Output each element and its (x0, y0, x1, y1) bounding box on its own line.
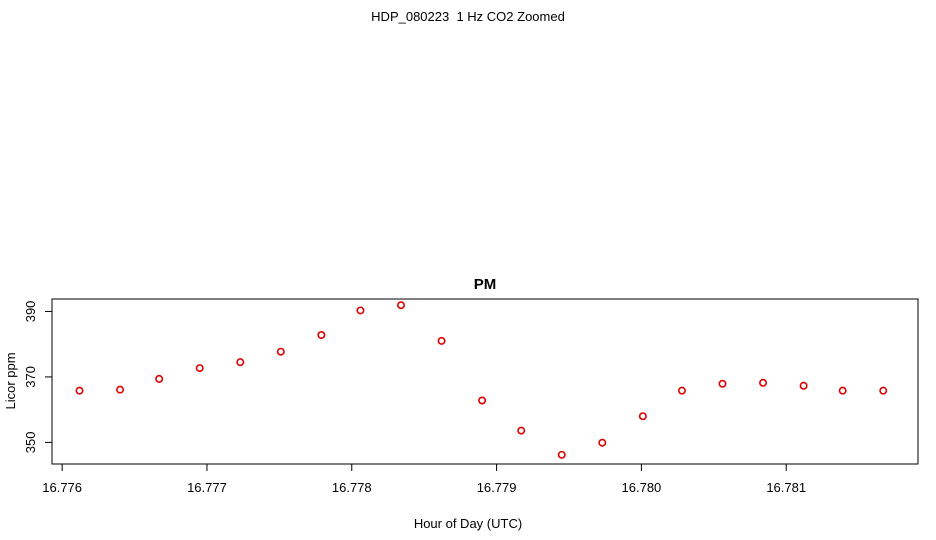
data-point (879, 386, 888, 395)
x-tick-label: 16.777 (187, 480, 227, 495)
x-tick-label: 16.781 (766, 480, 806, 495)
x-tick-label: 16.778 (332, 480, 372, 495)
x-tick-label: 16.776 (42, 480, 82, 495)
data-point (598, 438, 607, 447)
data-point (195, 364, 204, 373)
data-point (799, 381, 808, 390)
data-points (75, 301, 888, 459)
y-axis: 350 370 390 (23, 301, 53, 454)
page-title: HDP_080223 1 Hz CO2 Zoomed (371, 9, 565, 24)
x-tick-label: 16.780 (622, 480, 662, 495)
data-point (116, 385, 125, 394)
y-axis-title: Licor ppm (3, 352, 18, 409)
data-point (236, 358, 245, 367)
data-point (397, 301, 406, 310)
data-point (437, 336, 446, 345)
data-point (557, 450, 566, 459)
y-tick-label: 390 (23, 301, 38, 323)
data-point (677, 386, 686, 395)
data-point (356, 306, 365, 315)
x-tick-label: 16.779 (477, 480, 517, 495)
data-point (276, 347, 285, 356)
y-tick-label: 370 (23, 366, 38, 388)
data-point (759, 378, 768, 387)
data-point (517, 426, 526, 435)
data-point (317, 331, 326, 340)
chart-title: PM (474, 276, 497, 293)
data-point (75, 386, 84, 395)
data-point (478, 396, 487, 405)
x-axis: 16.776 16.777 16.778 16.779 16.780 16.781 (42, 463, 806, 495)
data-point (638, 412, 647, 421)
plot-frame (51, 298, 919, 465)
data-point (838, 386, 847, 395)
data-point (155, 374, 164, 383)
x-axis-title: Hour of Day (UTC) (414, 516, 522, 531)
y-tick-label: 350 (23, 432, 38, 454)
data-point (718, 379, 727, 388)
